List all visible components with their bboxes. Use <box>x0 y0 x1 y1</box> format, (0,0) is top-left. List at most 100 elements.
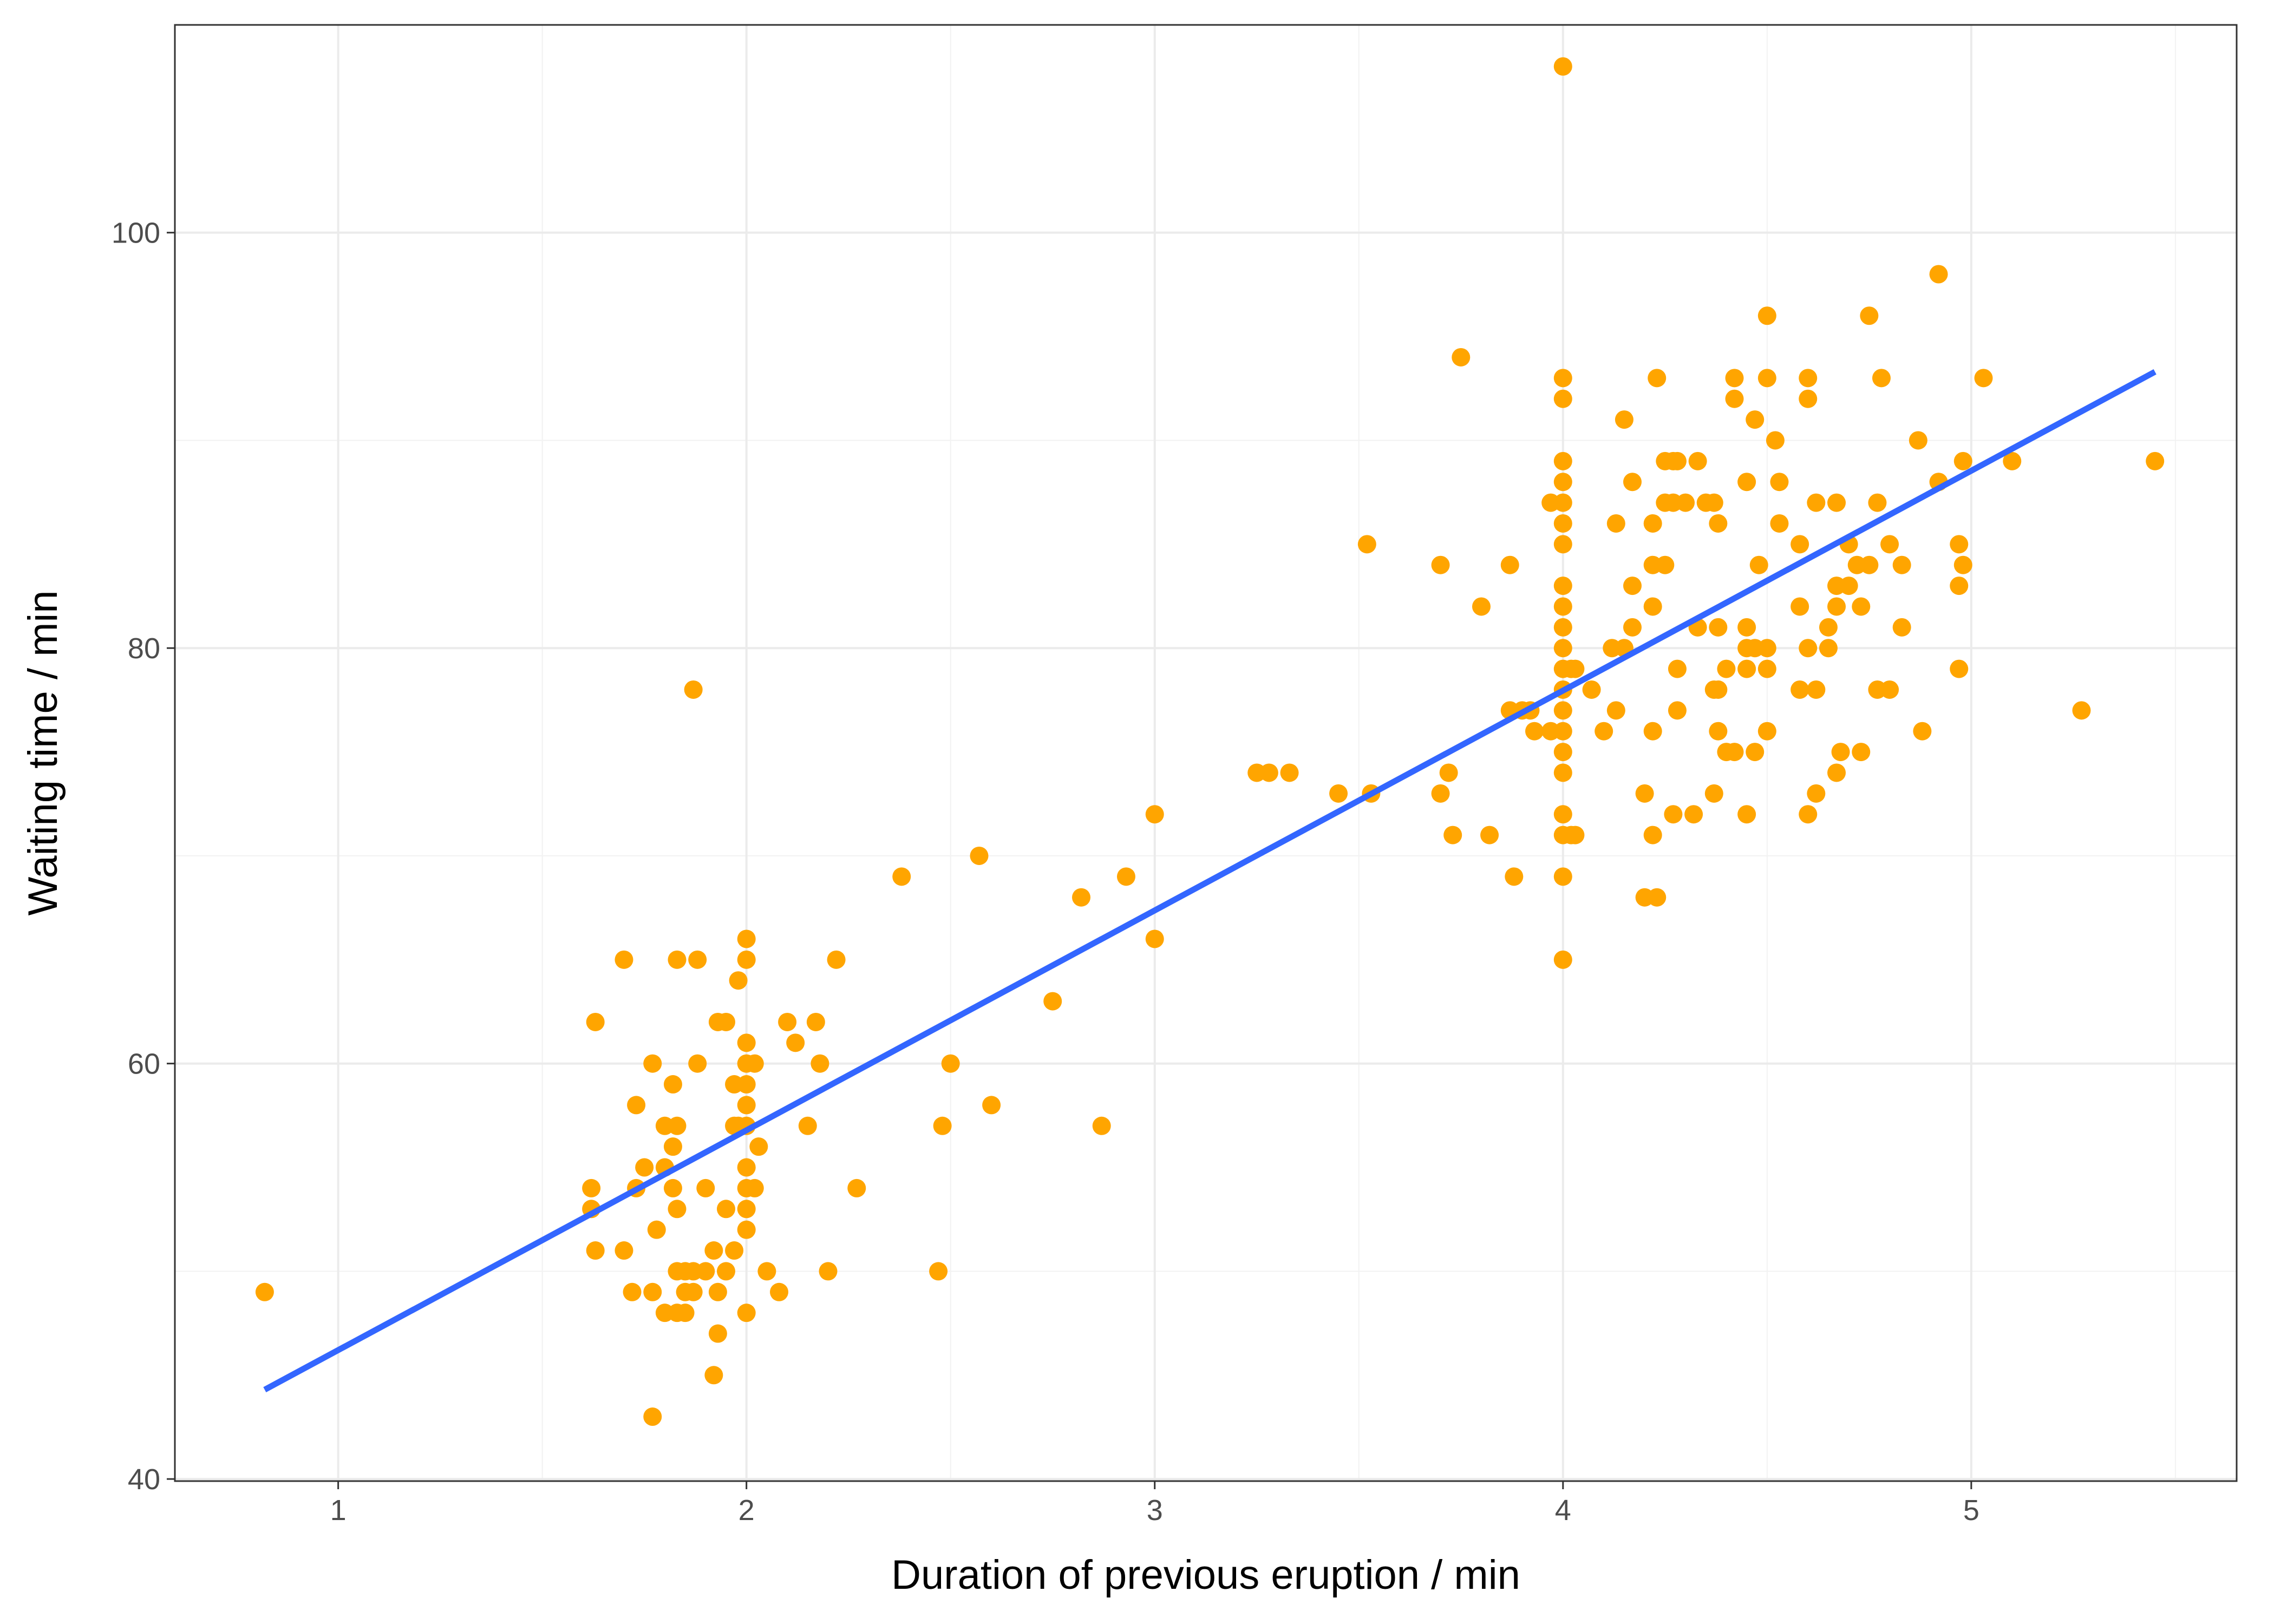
data-point <box>1839 577 1858 595</box>
data-point <box>1791 597 1809 616</box>
data-point <box>1831 743 1850 762</box>
data-point <box>1582 680 1601 699</box>
data-point <box>1880 535 1899 554</box>
data-point <box>627 1096 646 1115</box>
data-point <box>1648 369 1667 388</box>
regression-line <box>263 369 2157 1392</box>
data-point <box>696 1178 715 1197</box>
data-point <box>623 1282 642 1301</box>
data-point <box>635 1158 654 1177</box>
data-point <box>1737 659 1756 678</box>
data-point <box>819 1262 838 1281</box>
data-point <box>1553 639 1572 658</box>
data-point <box>1913 722 1932 741</box>
data-point <box>770 1282 789 1301</box>
data-point <box>615 950 633 969</box>
data-point <box>716 1200 735 1219</box>
data-point <box>615 1241 633 1260</box>
data-point <box>1807 493 1826 512</box>
data-point <box>725 1241 744 1260</box>
data-point <box>1704 784 1723 803</box>
data-point <box>1668 659 1687 678</box>
plot-border <box>174 24 2238 1482</box>
data-point <box>1553 950 1572 969</box>
data-point <box>1791 680 1809 699</box>
data-point <box>688 950 707 969</box>
data-point <box>1766 431 1785 450</box>
data-point <box>643 1407 662 1426</box>
data-point <box>737 1220 756 1239</box>
data-point <box>1443 826 1462 844</box>
data-point <box>688 1054 707 1073</box>
data-point <box>1439 763 1458 782</box>
data-point <box>1799 805 1818 824</box>
data-point <box>1799 369 1818 388</box>
data-point <box>1892 618 1911 637</box>
data-point <box>1892 555 1911 574</box>
data-point <box>696 1262 715 1281</box>
data-point <box>1615 410 1633 429</box>
data-point <box>586 1012 605 1031</box>
data-point <box>982 1096 1001 1115</box>
data-point <box>2003 451 2022 470</box>
data-point <box>1799 389 1818 408</box>
data-point <box>1950 577 1969 595</box>
data-point <box>1688 451 1707 470</box>
data-point <box>1606 701 1625 720</box>
data-point <box>1757 722 1776 741</box>
data-point <box>1852 743 1871 762</box>
data-point <box>1145 929 1164 948</box>
data-point <box>643 1282 662 1301</box>
data-point <box>1553 57 1572 76</box>
data-point <box>1929 265 1948 284</box>
data-point <box>1500 555 1519 574</box>
data-point <box>737 950 756 969</box>
data-point <box>586 1241 605 1260</box>
data-point <box>1953 451 1972 470</box>
regression-line-group <box>263 369 2157 1392</box>
data-point <box>1329 784 1348 803</box>
data-point <box>1791 535 1809 554</box>
data-point <box>1664 805 1683 824</box>
data-point <box>704 1241 723 1260</box>
data-point <box>668 1200 687 1219</box>
data-point <box>668 1116 687 1135</box>
data-point <box>1116 867 1135 886</box>
data-point <box>811 1054 829 1073</box>
data-point <box>1525 722 1544 741</box>
data-point <box>1709 722 1728 741</box>
data-point <box>1725 389 1744 408</box>
data-point <box>745 1178 764 1197</box>
data-point <box>1553 618 1572 637</box>
data-point <box>1566 659 1585 678</box>
data-point <box>676 1304 695 1322</box>
data-point <box>1643 722 1662 741</box>
data-point <box>1606 514 1625 533</box>
data-point <box>1259 763 1278 782</box>
data-point <box>1807 784 1826 803</box>
x-tick-label: 1 <box>330 1494 347 1527</box>
data-point <box>1553 451 1572 470</box>
data-point <box>1757 659 1776 678</box>
data-point <box>582 1178 601 1197</box>
data-point <box>1872 369 1891 388</box>
data-point <box>1643 826 1662 844</box>
x-axis-title: Duration of previous eruption / min <box>891 1552 1520 1598</box>
data-point <box>1480 826 1499 844</box>
data-point <box>1807 680 1826 699</box>
data-point <box>1553 389 1572 408</box>
data-point <box>745 1054 764 1073</box>
data-point <box>737 1304 756 1322</box>
data-point <box>1553 701 1572 720</box>
data-point <box>1043 992 1062 1011</box>
data-point <box>1595 722 1613 741</box>
data-point <box>1145 805 1164 824</box>
data-point <box>1725 369 1744 388</box>
data-point <box>1623 618 1642 637</box>
data-point <box>1635 784 1654 803</box>
data-point <box>1704 493 1723 512</box>
data-point <box>1749 555 1768 574</box>
data-point <box>737 1033 756 1052</box>
data-point <box>708 1324 727 1343</box>
